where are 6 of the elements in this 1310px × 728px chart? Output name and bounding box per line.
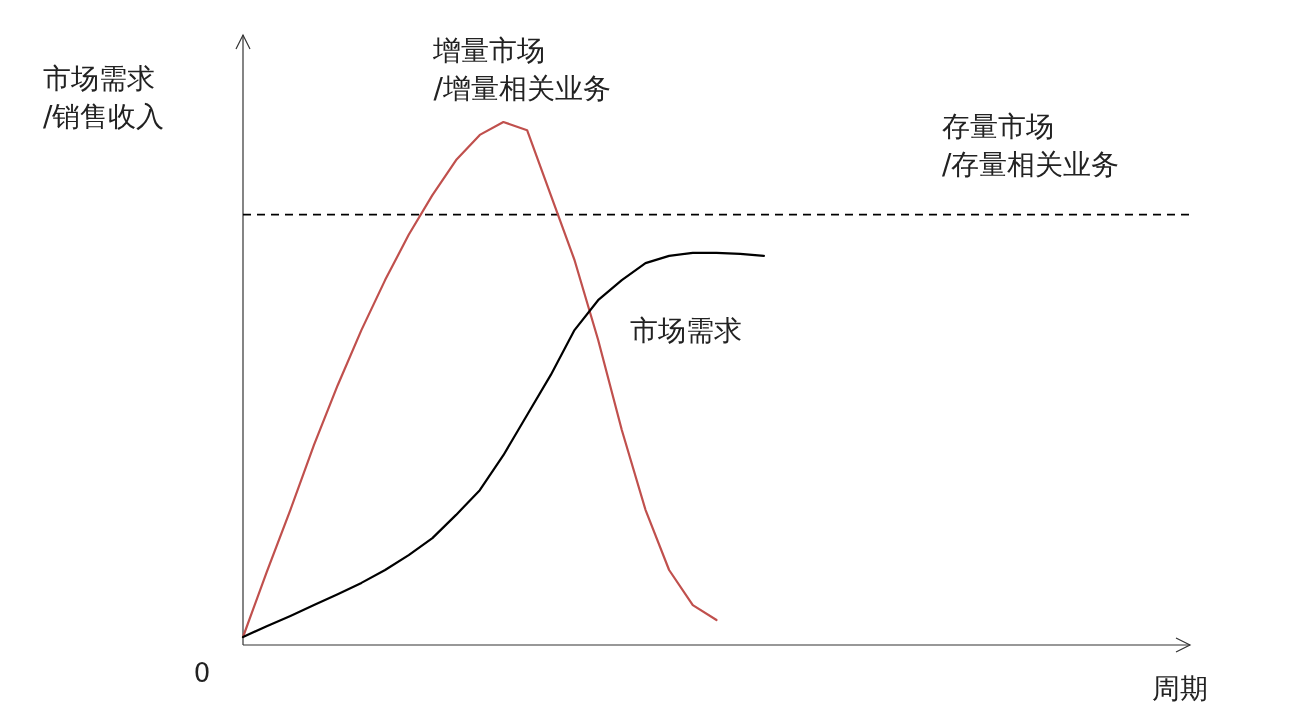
ref-line-label: 存量市场 /存量相关业务 xyxy=(942,110,1120,181)
x-axis-title: 周期 xyxy=(1152,672,1208,705)
series-label: 市场需求 xyxy=(629,314,742,348)
series-label: 增量市场 /增量相关业务 xyxy=(432,34,611,105)
text: 0 xyxy=(193,658,211,688)
y-axis-title: 市场需求 /销售收入 xyxy=(43,62,165,133)
